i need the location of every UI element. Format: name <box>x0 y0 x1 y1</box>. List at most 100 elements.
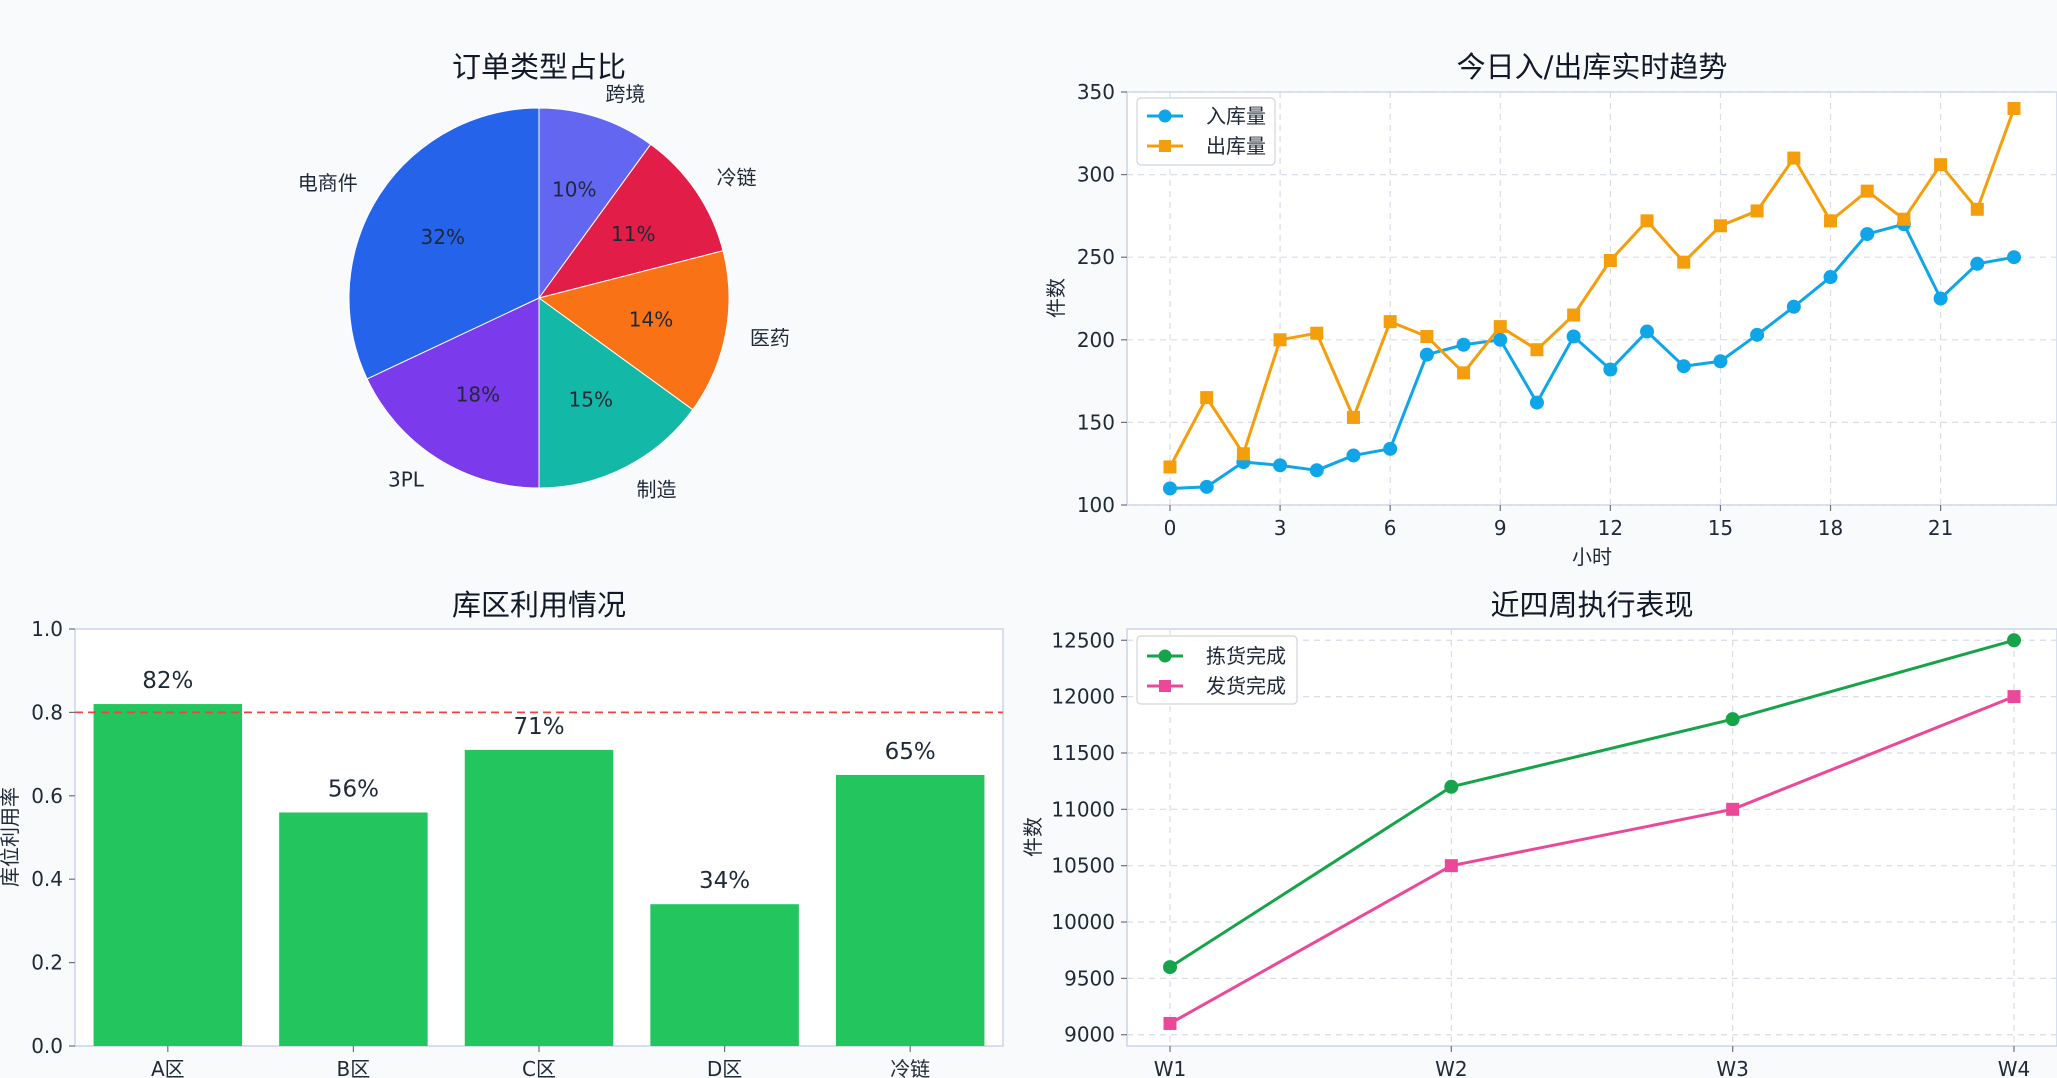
data-point-marker <box>1383 315 1397 329</box>
legend-marker-picking <box>1158 649 1172 663</box>
legend-marker-outbound <box>1159 140 1171 152</box>
pie-slice-percent: 18% <box>456 382 500 406</box>
data-point-marker <box>1566 329 1581 344</box>
data-point-marker <box>1163 960 1177 975</box>
line-chart-weekly-performance: 近四周执行表现 W1 W2 W3 W4 9000 9500 10000 10500 11000… <box>1021 588 2057 1078</box>
data-point-marker <box>1713 219 1727 233</box>
data-point-marker <box>1970 256 1985 271</box>
x-tick-label: D区 <box>707 1057 742 1078</box>
data-point-marker <box>2007 102 2021 116</box>
x-tick-label: W2 <box>1435 1057 1468 1078</box>
data-point-marker <box>1970 202 1984 216</box>
data-point-marker <box>1603 362 1618 377</box>
data-point-marker <box>1787 151 1801 165</box>
y-tick-label: 1.0 <box>31 617 63 641</box>
data-point-marker <box>1640 214 1654 228</box>
x-tick-label: 0 <box>1164 516 1177 540</box>
x-tick-label: 3 <box>1274 516 1287 540</box>
data-point-marker <box>1823 270 1838 285</box>
x-tick-label: 12 <box>1598 516 1623 540</box>
data-point-marker <box>1383 441 1398 456</box>
y-tick-label: 10000 <box>1051 910 1115 934</box>
y-tick-label: 9000 <box>1064 1023 1115 1047</box>
pie-slice-percent: 11% <box>611 222 655 246</box>
data-point-marker <box>1750 327 1765 342</box>
data-point-marker <box>1420 329 1434 343</box>
hourly-x-axis-label: 小时 <box>1572 545 1612 569</box>
pie-chart-order-types: 订单类型占比 10% 跨境 11% 冷链 14% 医药 15% 制造 18% 3PL 32% 电商件 <box>298 50 790 501</box>
bar-value-label: 56% <box>328 776 379 802</box>
data-point-marker <box>1163 1016 1177 1030</box>
hourly-legend: 入库量 出库量 <box>1136 97 1276 166</box>
pie-chart-title: 订单类型占比 <box>452 50 626 84</box>
legend-marker-inbound <box>1158 109 1172 123</box>
data-point-marker <box>1163 460 1177 474</box>
x-tick-label: W3 <box>1716 1057 1749 1078</box>
data-point-marker <box>1419 347 1434 362</box>
y-tick-label: 0.6 <box>31 784 63 808</box>
data-point-marker <box>1786 299 1801 314</box>
data-point-marker <box>1934 158 1948 172</box>
series-line <box>1169 638 2015 969</box>
pie-labels: 10% 跨境 11% 冷链 14% 医药 15% 制造 18% 3PL 32% 电商件 <box>298 82 790 501</box>
bar <box>464 749 614 1046</box>
data-point-marker <box>1677 255 1691 269</box>
data-point-marker <box>1456 337 1471 352</box>
pie-slice <box>538 107 652 300</box>
x-tick-label: W1 <box>1154 1057 1187 1078</box>
pie-slice <box>348 107 540 380</box>
data-point-marker <box>1640 324 1655 339</box>
y-tick-label: 250 <box>1077 245 1115 269</box>
legend-label-outbound: 出库量 <box>1206 134 1266 158</box>
line-chart-hourly-trend: 今日入/出库实时趋势 0 3 6 9 12 15 18 21 100 150 200 250 300 3… <box>1044 50 2057 569</box>
hourly-series <box>1163 102 2021 496</box>
data-point-marker <box>2007 690 2021 704</box>
x-tick-label: 21 <box>1928 516 1953 540</box>
x-tick-label: 冷链 <box>890 1057 930 1078</box>
data-point-marker <box>1163 481 1177 496</box>
data-point-marker <box>1860 227 1875 242</box>
data-point-marker <box>1676 359 1691 374</box>
pie-slice-percent: 32% <box>421 225 465 249</box>
x-tick-label: A区 <box>151 1057 185 1078</box>
data-point-marker <box>1310 326 1324 340</box>
bar <box>93 704 243 1046</box>
x-tick-label: B区 <box>337 1057 371 1078</box>
line-chart-hourly-title: 今日入/出库实时趋势 <box>1457 50 1728 84</box>
data-point-marker <box>1236 447 1250 461</box>
y-tick-label: 0.0 <box>31 1034 63 1058</box>
weekly-x-ticks: W1 W2 W3 W4 <box>1154 1046 2030 1078</box>
bar <box>279 812 428 1046</box>
pie-slice-percent: 14% <box>629 307 673 331</box>
pie-slice-percent: 10% <box>552 178 596 202</box>
x-tick-label: 15 <box>1708 516 1733 540</box>
y-tick-label: 200 <box>1077 328 1115 352</box>
data-point-marker <box>1273 333 1287 347</box>
hourly-x-ticks: 0 3 6 9 12 15 18 21 <box>1164 505 1953 540</box>
x-tick-label: 9 <box>1494 516 1507 540</box>
pie-slice-label: 电商件 <box>298 171 358 195</box>
data-point-marker <box>1346 448 1361 463</box>
data-point-marker <box>1603 254 1617 268</box>
legend-label-shipping: 发货完成 <box>1206 674 1286 698</box>
y-tick-label: 0.4 <box>31 867 63 891</box>
bar-x-ticks: A区 B区 C区 D区 冷链 <box>151 1046 930 1078</box>
line-chart-weekly-title: 近四周执行表现 <box>1490 588 1693 622</box>
legend-label-inbound: 入库量 <box>1206 104 1266 128</box>
pie-slice-percent: 15% <box>569 388 613 412</box>
data-point-marker <box>1567 308 1581 322</box>
bar-chart-title: 库区利用情况 <box>452 588 626 622</box>
data-point-marker <box>1750 204 1764 218</box>
bar-value-label: 82% <box>142 668 193 694</box>
pie-slice-label: 跨境 <box>605 82 645 106</box>
data-point-marker <box>1273 458 1288 473</box>
bar-y-axis-label: 库位利用率 <box>0 787 22 887</box>
y-tick-label: 12000 <box>1051 685 1115 709</box>
weekly-legend: 拣货完成 发货完成 <box>1136 635 1298 705</box>
bar-value-label: 34% <box>699 868 750 894</box>
y-tick-label: 10500 <box>1051 854 1115 878</box>
y-tick-label: 350 <box>1077 80 1115 104</box>
weekly-series <box>1163 633 2021 1030</box>
x-tick-label: 6 <box>1384 516 1397 540</box>
